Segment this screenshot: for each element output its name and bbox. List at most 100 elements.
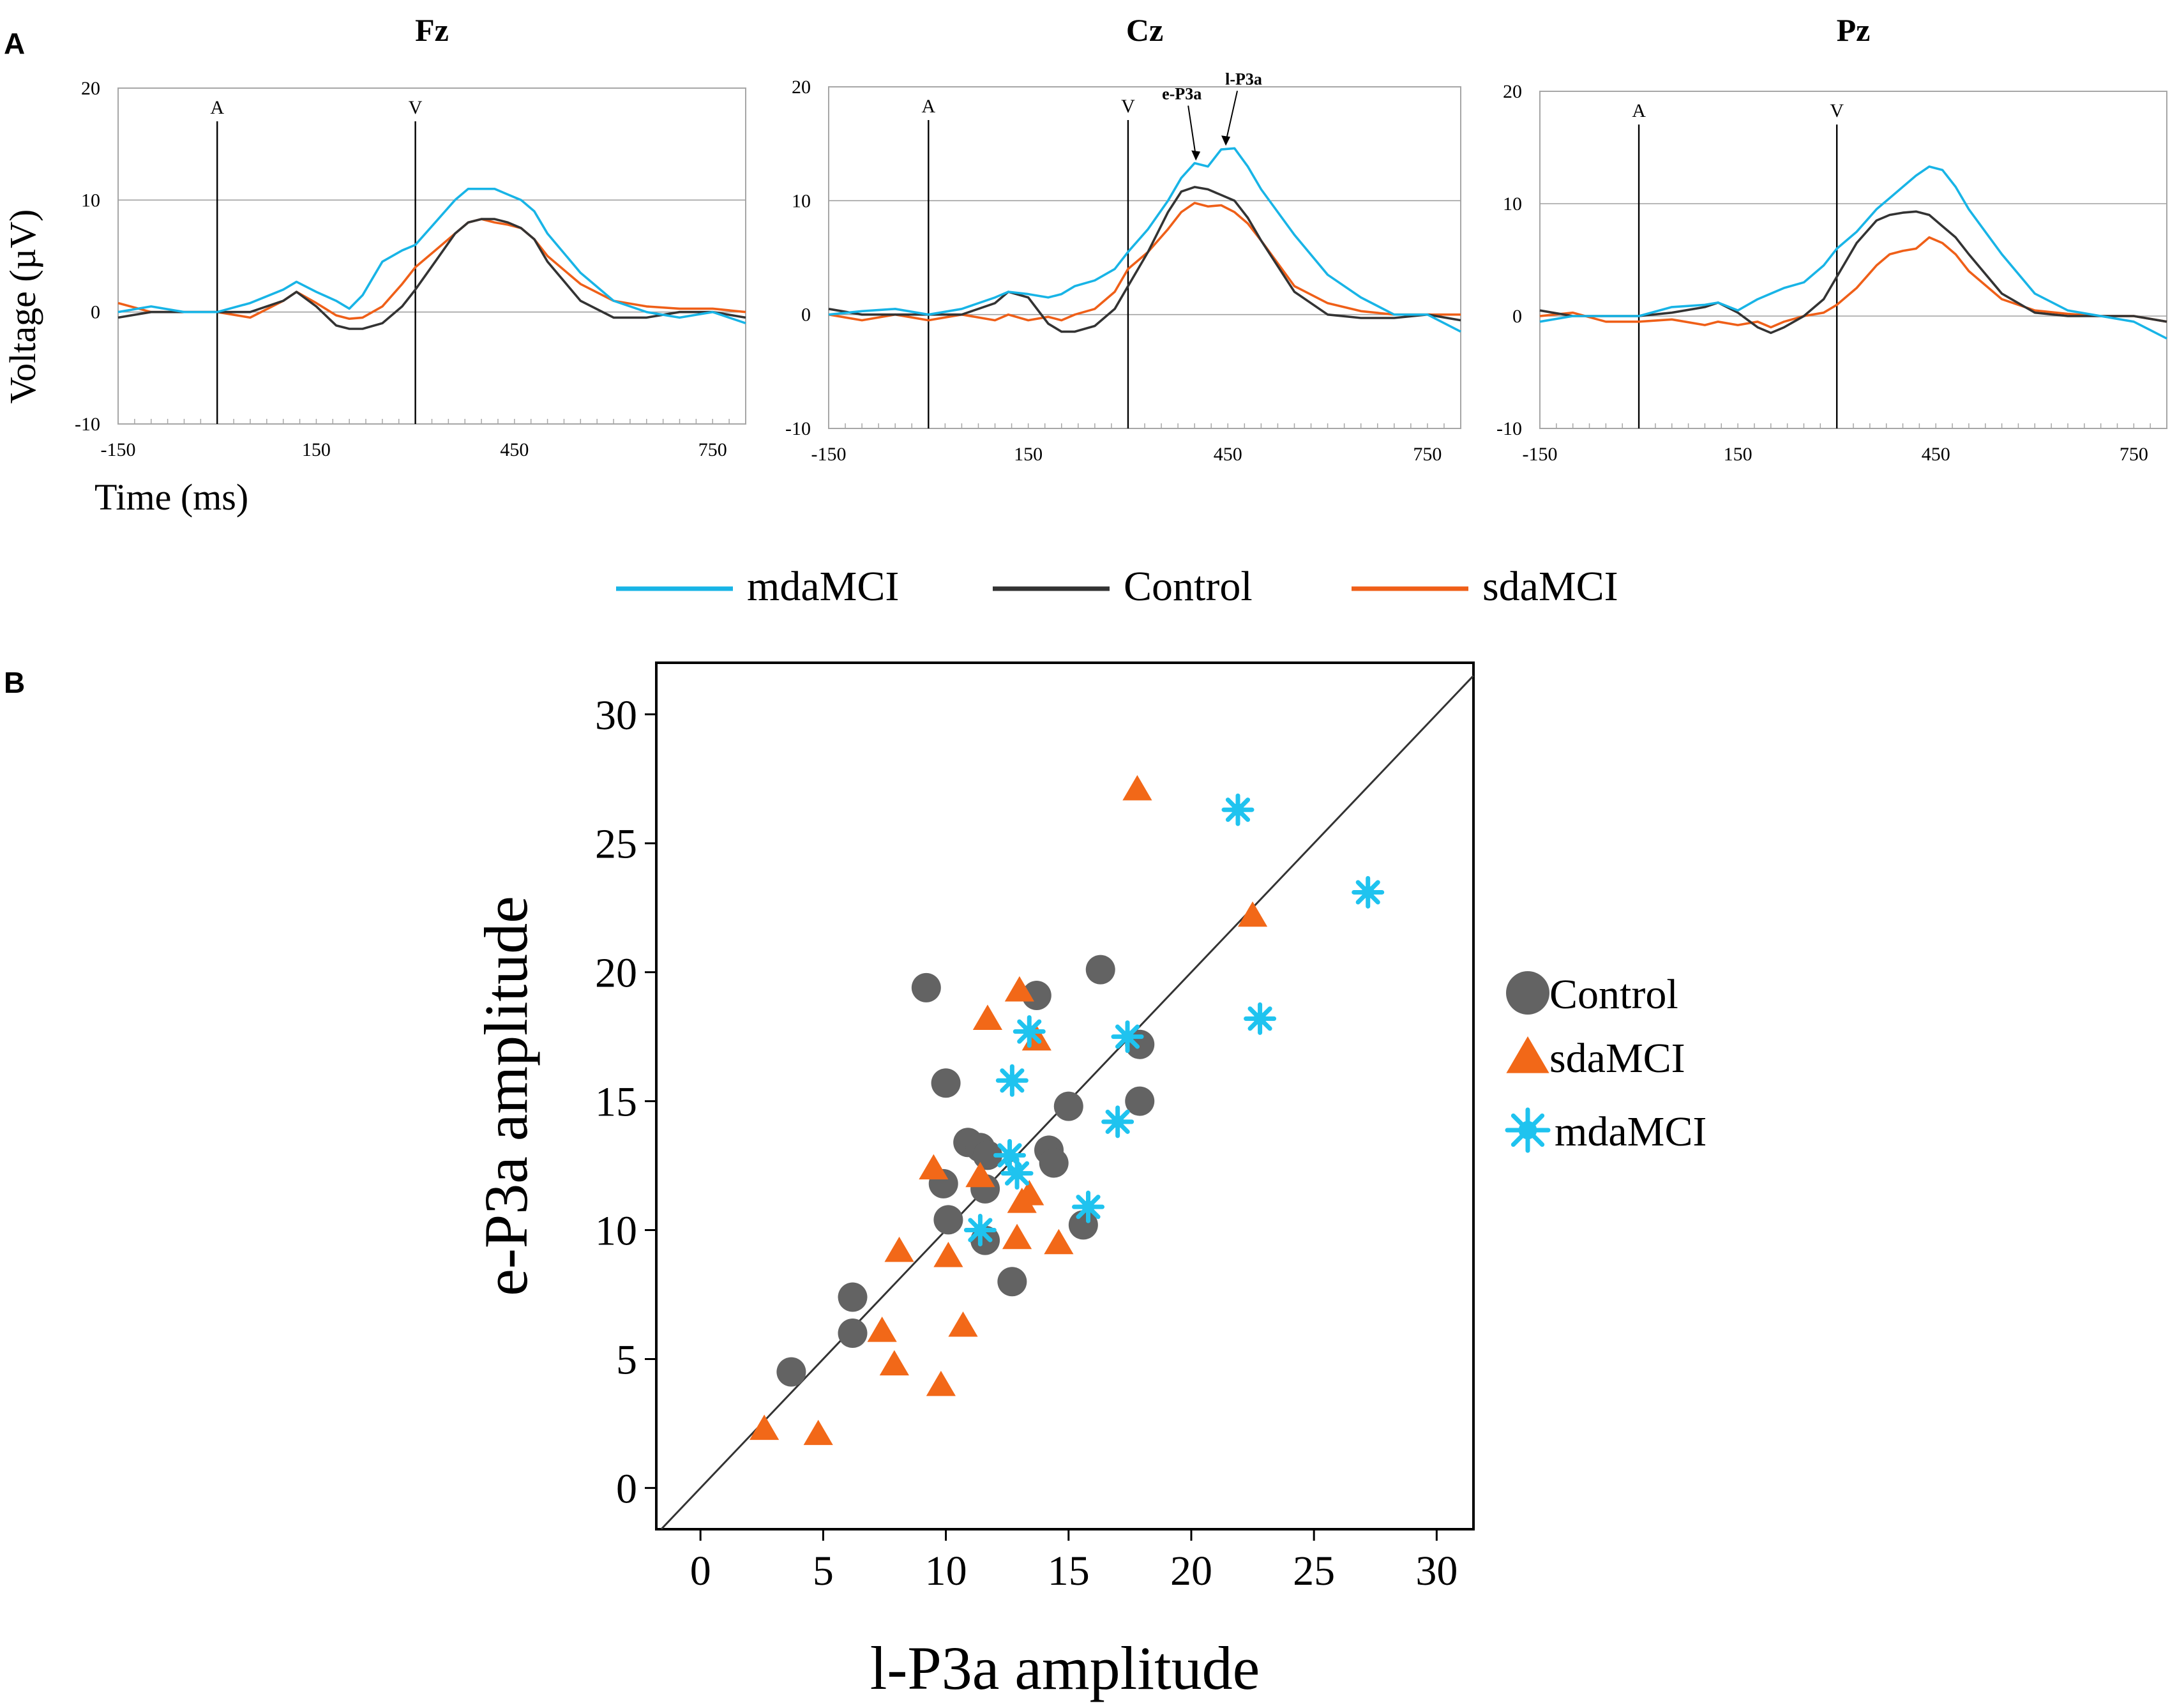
point-sdamci bbox=[803, 1419, 833, 1446]
series-line-control bbox=[1539, 210, 2167, 335]
point-control bbox=[1125, 1086, 1155, 1116]
point-sdamci bbox=[750, 1414, 780, 1440]
point-mdamci bbox=[1101, 1105, 1134, 1138]
point-sdamci bbox=[1014, 1179, 1044, 1205]
event-marker-label: V bbox=[409, 97, 423, 118]
x-tick-label: 15 bbox=[1048, 1548, 1090, 1594]
point-mdamci bbox=[1072, 1190, 1105, 1223]
point-control bbox=[931, 1068, 961, 1098]
x-tick-label: 750 bbox=[2120, 444, 2148, 465]
x-tick-label: -150 bbox=[811, 444, 847, 465]
annotation-arrow bbox=[1187, 105, 1197, 157]
erp-plot-cz: Cz -10 0 10 20 -150 150 450 750 A Ve-P3a l-P3a bbox=[785, 12, 1461, 465]
point-sdamci bbox=[948, 1311, 978, 1337]
y-tick-label: 0 bbox=[616, 1465, 637, 1512]
scatter-plot: 0 5 10 15 20 25 30 0 5 10 15 20 25 30 l-P3a amplitude e… bbox=[472, 661, 1475, 1702]
legend-label-control: Control bbox=[1124, 563, 1253, 610]
x-tick-label: 150 bbox=[1014, 444, 1043, 465]
legend-label-sdamci: sdaMCI bbox=[1549, 1035, 1685, 1082]
y-tick-label: 30 bbox=[595, 692, 637, 739]
series-line-sdamci bbox=[117, 218, 746, 321]
y-tick-label: -10 bbox=[785, 418, 811, 439]
point-mdamci bbox=[995, 1064, 1028, 1097]
point-mdamci bbox=[1111, 1020, 1144, 1054]
x-tick-label: 450 bbox=[1922, 444, 1950, 465]
point-sdamci bbox=[1237, 901, 1268, 927]
y-tick-label: 20 bbox=[81, 78, 100, 99]
point-control bbox=[1068, 1210, 1098, 1240]
x-tick-label: 0 bbox=[690, 1548, 711, 1594]
point-control bbox=[997, 1267, 1027, 1297]
point-mdamci bbox=[1000, 1157, 1034, 1190]
event-marker-label: V bbox=[1830, 100, 1844, 121]
point-control bbox=[1021, 980, 1051, 1010]
point-mdamci bbox=[1221, 793, 1255, 826]
plot-frame bbox=[1539, 91, 2167, 429]
erp-plot-pz: Pz -10 0 10 20 -150 150 450 750 A V bbox=[1496, 12, 2167, 465]
point-sdamci bbox=[1122, 775, 1152, 801]
y-tick-label: 20 bbox=[1503, 81, 1522, 102]
point-control bbox=[1085, 955, 1115, 985]
series-line-control bbox=[117, 218, 746, 330]
legend-marker-control bbox=[1506, 971, 1549, 1015]
y-tick-label: -10 bbox=[75, 414, 100, 435]
annotation-e-p3a: e-P3a bbox=[1162, 84, 1202, 103]
y-tick-label: 5 bbox=[616, 1336, 637, 1383]
scatter-frame bbox=[655, 661, 1475, 1530]
y-tick-label: 20 bbox=[595, 950, 637, 997]
series-line-sdamci bbox=[1539, 236, 2167, 329]
x-tick-label: 150 bbox=[302, 439, 331, 460]
x-tick-label: 450 bbox=[500, 439, 529, 460]
y-tick-label: 15 bbox=[595, 1079, 637, 1126]
series-line-control bbox=[828, 186, 1461, 333]
scatter-y-axis-title: e-P3a amplitude bbox=[472, 896, 540, 1296]
series-line-mdamci bbox=[1539, 165, 2167, 340]
x-tick-label: 450 bbox=[1214, 444, 1242, 465]
event-marker-label: A bbox=[210, 97, 224, 118]
x-tick-label: 30 bbox=[1415, 1548, 1458, 1594]
series-line-mdamci bbox=[828, 147, 1461, 333]
point-sdamci bbox=[879, 1350, 909, 1376]
y-tick-label: 0 bbox=[91, 302, 100, 323]
point-mdamci bbox=[963, 1214, 997, 1247]
point-sdamci bbox=[1044, 1228, 1074, 1255]
point-sdamci bbox=[919, 1154, 949, 1180]
x-tick-label: 20 bbox=[1170, 1548, 1212, 1594]
event-marker-label: A bbox=[921, 96, 935, 117]
erp-legend: mdaMCI Control sdaMCI bbox=[616, 563, 1618, 610]
scatter-legend: Control sdaMCI mdaMCI bbox=[1505, 971, 1707, 1155]
erp-title-fz: Fz bbox=[415, 12, 449, 48]
erp-y-axis-title: Voltage (µV) bbox=[2, 209, 43, 404]
y-tick-label: 25 bbox=[595, 821, 637, 868]
x-tick-label: -150 bbox=[101, 439, 136, 460]
point-sdamci bbox=[884, 1236, 914, 1262]
x-tick-label: -150 bbox=[1523, 444, 1558, 465]
panel-b-letter: B bbox=[4, 666, 25, 699]
point-sdamci bbox=[1004, 976, 1034, 1002]
legend-label-mdamci: mdaMCI bbox=[747, 563, 899, 610]
y-tick-label: 10 bbox=[792, 190, 811, 211]
point-mdamci bbox=[1013, 1015, 1046, 1048]
annotation-arrow bbox=[1225, 91, 1239, 142]
event-marker-label: A bbox=[1632, 100, 1646, 121]
x-tick-label: 150 bbox=[1724, 444, 1752, 465]
plot-frame bbox=[117, 87, 746, 425]
point-sdamci bbox=[1002, 1223, 1032, 1250]
erp-title-pz: Pz bbox=[1837, 12, 1871, 48]
annotation-l-p3a: l-P3a bbox=[1225, 70, 1262, 88]
series-line-sdamci bbox=[828, 202, 1461, 322]
panel-a-letter: A bbox=[4, 27, 25, 60]
y-tick-label: 0 bbox=[801, 305, 811, 326]
y-tick-label: 10 bbox=[1503, 193, 1522, 215]
legend-marker-mdamci bbox=[1505, 1107, 1551, 1153]
legend-label-control: Control bbox=[1549, 971, 1678, 1018]
point-sdamci bbox=[867, 1317, 897, 1342]
legend-label-sdamci: sdaMCI bbox=[1482, 563, 1618, 610]
point-control bbox=[838, 1319, 868, 1349]
x-tick-label: 750 bbox=[1413, 444, 1442, 465]
x-tick-label: 750 bbox=[698, 439, 727, 460]
series-line-mdamci bbox=[117, 187, 746, 324]
point-sdamci bbox=[926, 1370, 956, 1396]
erp-title-cz: Cz bbox=[1126, 12, 1163, 48]
y-tick-label: 20 bbox=[792, 77, 811, 98]
